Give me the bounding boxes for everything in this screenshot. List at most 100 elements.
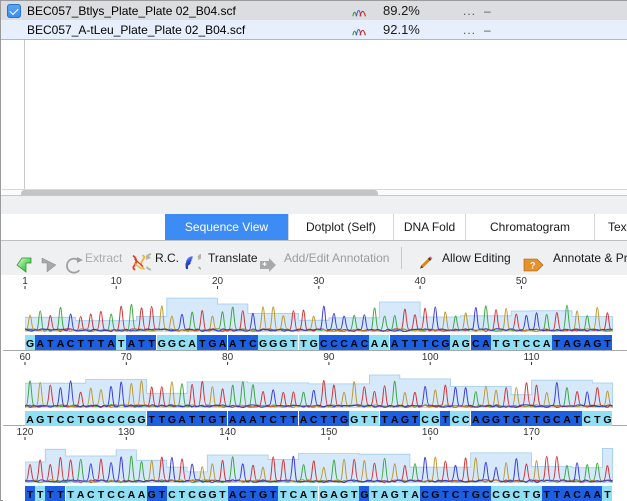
svg-text:C: C xyxy=(249,338,257,350)
svg-text:T: T xyxy=(179,489,186,501)
svg-text:G: G xyxy=(310,338,318,350)
svg-text:140: 140 xyxy=(219,427,236,438)
svg-text:T: T xyxy=(422,338,429,350)
svg-text:C: C xyxy=(67,338,75,350)
svg-text:C: C xyxy=(573,489,581,501)
svg-text:G: G xyxy=(340,489,348,501)
svg-text:C: C xyxy=(290,489,298,501)
svg-text:150: 150 xyxy=(321,427,338,438)
svg-text:C: C xyxy=(340,338,348,350)
svg-text:G: G xyxy=(401,413,409,425)
svg-text:C: C xyxy=(583,413,591,425)
svg-text:G: G xyxy=(502,338,510,350)
svg-text:T: T xyxy=(290,413,297,425)
svg-text:G: G xyxy=(26,338,34,350)
svg-text:G: G xyxy=(350,413,358,425)
svg-text:A: A xyxy=(178,413,186,425)
svg-text:C: C xyxy=(168,489,176,501)
svg-text:T: T xyxy=(37,489,44,501)
svg-text:T: T xyxy=(148,338,155,350)
svg-text:T: T xyxy=(219,413,226,425)
svg-text:T: T xyxy=(280,489,287,501)
svg-text:80: 80 xyxy=(222,352,234,363)
svg-text:C: C xyxy=(87,489,95,501)
svg-text:T: T xyxy=(67,489,74,501)
svg-text:A: A xyxy=(391,338,399,350)
svg-text:C: C xyxy=(320,338,328,350)
svg-text:T: T xyxy=(412,338,419,350)
svg-text:G: G xyxy=(593,338,601,350)
svg-text:G: G xyxy=(208,413,216,425)
svg-text:A: A xyxy=(229,489,237,501)
svg-text:A: A xyxy=(563,413,571,425)
svg-text:C: C xyxy=(330,338,338,350)
svg-text:1: 1 xyxy=(22,276,28,287)
svg-text:T: T xyxy=(604,489,611,501)
svg-text:T: T xyxy=(381,413,388,425)
svg-text:A: A xyxy=(583,489,591,501)
svg-text:G: G xyxy=(168,338,176,350)
svg-text:T: T xyxy=(260,413,267,425)
svg-text:C: C xyxy=(57,413,65,425)
svg-text:C: C xyxy=(421,413,429,425)
svg-text:A: A xyxy=(128,338,136,350)
svg-text:T: T xyxy=(77,338,84,350)
svg-text:G: G xyxy=(482,413,490,425)
svg-text:G: G xyxy=(431,413,439,425)
svg-text:A: A xyxy=(594,489,602,501)
svg-text:C: C xyxy=(117,413,125,425)
svg-text:A: A xyxy=(583,338,591,350)
svg-text:T: T xyxy=(189,413,196,425)
svg-text:G: G xyxy=(441,338,449,350)
svg-text:T: T xyxy=(331,413,338,425)
svg-text:T: T xyxy=(219,489,226,501)
svg-text:T: T xyxy=(503,413,510,425)
svg-text:C: C xyxy=(421,489,429,501)
svg-text:G: G xyxy=(137,413,145,425)
svg-text:G: G xyxy=(148,489,156,501)
svg-text:G: G xyxy=(603,413,611,425)
svg-text:T: T xyxy=(57,489,64,501)
svg-text:T: T xyxy=(77,413,84,425)
svg-text:G: G xyxy=(512,413,520,425)
svg-text:A: A xyxy=(543,338,551,350)
svg-text:C: C xyxy=(462,413,470,425)
svg-text:C: C xyxy=(178,338,186,350)
svg-text:C: C xyxy=(533,338,541,350)
svg-text:T: T xyxy=(402,338,409,350)
svg-text:?: ? xyxy=(530,261,536,271)
svg-text:G: G xyxy=(533,489,541,501)
svg-text:A: A xyxy=(391,413,399,425)
svg-text:T: T xyxy=(250,489,257,501)
svg-text:70: 70 xyxy=(121,352,133,363)
svg-text:G: G xyxy=(360,489,368,501)
svg-text:C: C xyxy=(188,489,196,501)
svg-text:T: T xyxy=(118,338,125,350)
svg-text:T: T xyxy=(371,413,378,425)
svg-text:C: C xyxy=(67,413,75,425)
svg-text:T: T xyxy=(543,489,550,501)
svg-text:A: A xyxy=(36,338,44,350)
svg-text:C: C xyxy=(452,413,460,425)
svg-text:T: T xyxy=(402,489,409,501)
svg-text:A: A xyxy=(350,338,358,350)
svg-text:C: C xyxy=(310,413,318,425)
svg-text:G: G xyxy=(462,338,470,350)
svg-text:G: G xyxy=(573,338,581,350)
svg-text:A: A xyxy=(188,338,196,350)
svg-text:G: G xyxy=(431,489,439,501)
svg-text:A: A xyxy=(219,338,227,350)
svg-text:A: A xyxy=(229,413,237,425)
svg-text:T: T xyxy=(27,489,34,501)
svg-text:T: T xyxy=(412,413,419,425)
svg-text:50: 50 xyxy=(516,276,528,287)
svg-text:170: 170 xyxy=(523,427,540,438)
svg-text:G: G xyxy=(279,338,287,350)
svg-text:A: A xyxy=(381,489,389,501)
svg-text:G: G xyxy=(87,413,95,425)
svg-text:A: A xyxy=(381,338,389,350)
svg-text:A: A xyxy=(107,338,115,350)
svg-text:T: T xyxy=(321,413,328,425)
svg-text:A: A xyxy=(563,489,571,501)
svg-text:C: C xyxy=(107,413,115,425)
